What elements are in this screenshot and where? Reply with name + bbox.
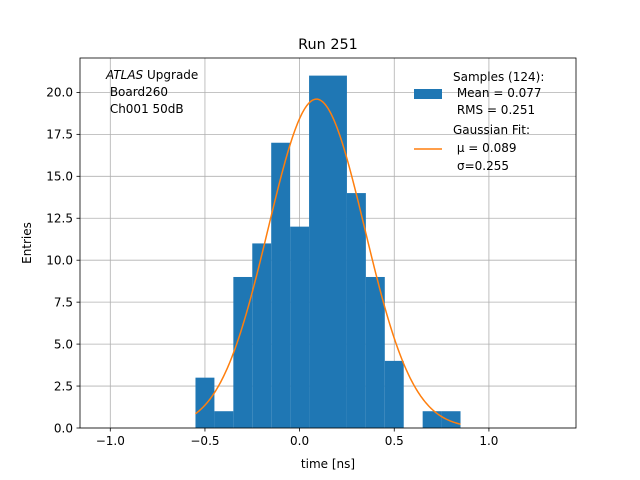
x-tick-label: 1.0 <box>479 434 498 448</box>
axes-frame <box>79 57 577 429</box>
legend-samples-label: Samples (124): <box>453 70 544 84</box>
histogram-bar <box>328 75 347 428</box>
atlas-annotation: ATLAS Upgrade <box>105 68 198 82</box>
histogram-bar <box>252 243 272 428</box>
histogram-bar <box>441 411 461 428</box>
y-axis-ticks: 0.0 2.5 5.0 7.5 10.0 12.5 15.0 17.5 20.0 <box>46 86 80 435</box>
legend-samples-swatch <box>414 89 442 99</box>
y-tick-label: 15.0 <box>46 170 73 184</box>
histogram-bar <box>365 276 385 428</box>
histogram-bar <box>422 411 442 428</box>
board-annotation: Board260 <box>106 85 168 99</box>
legend-fit-sigma: σ=0.255 <box>457 159 509 173</box>
channel-annotation: Ch001 50dB <box>106 102 184 116</box>
x-axis-ticks: −1.0 −0.5 0.0 0.5 1.0 <box>96 428 498 448</box>
chart-title: Run 251 <box>298 37 358 53</box>
histogram-bar <box>195 377 215 428</box>
legend-fit-label: Gaussian Fit: <box>453 123 530 137</box>
y-tick-label: 12.5 <box>46 212 73 226</box>
y-tick-label: 0.0 <box>54 421 73 435</box>
legend: Samples (124): Mean = 0.077 RMS = 0.251 … <box>414 70 544 173</box>
x-tick-label: −1.0 <box>96 434 125 448</box>
histogram-bar <box>309 75 328 428</box>
x-tick-label: 0.0 <box>290 434 309 448</box>
histogram-bar <box>384 360 404 428</box>
atlas-annotation-upgrade: Upgrade <box>143 68 198 82</box>
y-tick-label: 20.0 <box>46 86 73 100</box>
gaussian-fit-curve <box>195 98 461 425</box>
atlas-annotation-italic: ATLAS <box>105 68 144 82</box>
legend-samples-rms: RMS = 0.251 <box>453 103 535 117</box>
histogram-bars <box>195 75 461 428</box>
y-tick-label: 7.5 <box>54 295 73 309</box>
x-tick-label: 0.5 <box>385 434 404 448</box>
histogram-bar <box>290 226 310 428</box>
histogram-bar <box>233 276 253 428</box>
histogram-bar <box>346 193 366 428</box>
x-tick-label: −0.5 <box>190 434 219 448</box>
histogram-bar <box>214 411 234 428</box>
y-tick-label: 2.5 <box>54 379 73 393</box>
y-tick-label: 10.0 <box>46 253 73 267</box>
legend-fit-mu: μ = 0.089 <box>453 141 517 155</box>
y-axis-label: Entries <box>20 222 34 264</box>
histogram-bar <box>271 142 291 428</box>
y-tick-label: 5.0 <box>54 337 73 351</box>
legend-samples-mean: Mean = 0.077 <box>453 86 542 100</box>
x-axis-label: time [ns] <box>301 457 355 471</box>
y-tick-label: 17.5 <box>46 128 73 142</box>
